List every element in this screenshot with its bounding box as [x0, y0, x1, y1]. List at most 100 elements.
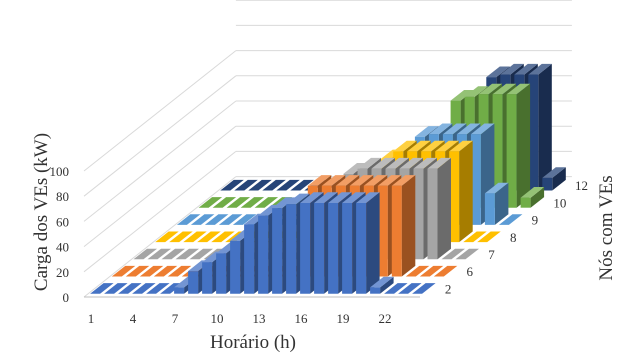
bar-top	[314, 192, 338, 203]
bar-zero-marker	[226, 197, 251, 208]
bar	[520, 187, 545, 208]
y-tick-label: 40	[56, 240, 69, 255]
bar-top	[435, 140, 459, 152]
bar-top	[449, 140, 473, 152]
bar-zero-marker	[498, 214, 523, 225]
bar-top	[450, 90, 475, 101]
bar-top	[506, 83, 531, 95]
bar-front	[356, 203, 367, 294]
bar-zero-marker	[169, 231, 193, 243]
bar-front	[286, 204, 297, 294]
bar-zero-marker	[139, 265, 164, 277]
bar-front	[542, 177, 553, 191]
gridline-side	[83, 125, 237, 247]
bar-zero-marker	[211, 231, 235, 243]
bar-zero-marker	[463, 231, 487, 243]
bar-top	[421, 140, 445, 152]
bar-zero-marker	[405, 265, 430, 277]
bar-top	[300, 192, 324, 203]
bar-top	[391, 175, 416, 186]
bar-zero-marker	[218, 214, 243, 225]
bar-front	[484, 193, 495, 225]
bar-front	[342, 203, 353, 294]
bar-zero-marker	[161, 248, 185, 260]
bar-zero-marker	[248, 179, 272, 191]
bar-zero-marker	[220, 179, 244, 191]
bar-front	[314, 203, 325, 294]
bar-zero-marker	[477, 231, 501, 243]
gridline-side	[83, 100, 237, 222]
bar-side	[459, 140, 473, 243]
bar-top	[484, 182, 509, 194]
bar-top	[542, 167, 566, 178]
bar-top	[272, 197, 296, 209]
bar-zero-marker	[190, 214, 215, 225]
gridline-side	[83, 50, 237, 172]
bar	[356, 192, 380, 294]
bar-top	[307, 175, 332, 186]
bar-top	[343, 163, 367, 174]
bar-top	[393, 140, 417, 152]
bar-top	[486, 66, 510, 78]
bar-side	[494, 182, 509, 225]
bar-zero-marker	[111, 265, 136, 277]
bar-zero-marker	[125, 265, 150, 277]
y-tick-label: 20	[56, 265, 69, 280]
bar-front	[328, 203, 339, 294]
bar-top	[414, 126, 439, 137]
bar-zero-marker	[419, 265, 444, 277]
bar-top	[356, 192, 380, 203]
bar-top	[413, 157, 437, 169]
bar-top	[363, 175, 388, 186]
bar-top	[478, 83, 503, 95]
bar-front	[188, 271, 199, 294]
bar-zero-marker	[175, 248, 199, 260]
bar-zero-marker	[118, 283, 142, 294]
bar-zero-marker	[254, 197, 279, 208]
bar-top	[377, 175, 402, 186]
bar-zero-marker	[104, 283, 128, 294]
bar-side	[401, 175, 416, 277]
bar-zero-marker	[232, 214, 257, 225]
bar-zero-marker	[290, 179, 314, 191]
bar-side	[516, 83, 531, 208]
y-tick-label: 0	[63, 290, 70, 305]
x-tick-label: 22	[379, 311, 392, 326]
bar-zero-marker	[176, 214, 201, 225]
bar-top	[464, 86, 489, 97]
bar-top	[492, 83, 517, 95]
bar	[427, 157, 451, 260]
bar-zero-marker	[398, 283, 422, 294]
gridline-side	[83, 176, 237, 298]
bar-front	[174, 287, 185, 294]
bar-zero-marker	[412, 283, 436, 294]
bar-top	[342, 192, 366, 203]
series-label: 7	[488, 247, 495, 262]
bar-front	[391, 185, 402, 277]
bar-zero-marker	[433, 265, 458, 277]
bar	[391, 175, 416, 277]
bar-front	[258, 215, 269, 294]
x-axis-label: Horário (h)	[210, 332, 296, 353]
bar-top	[349, 175, 374, 186]
bar-zero-marker	[276, 179, 300, 191]
bar-front	[528, 74, 539, 191]
gridline-side	[83, 151, 237, 273]
x-tick-label: 4	[130, 311, 137, 326]
bar-top	[357, 157, 381, 169]
bar-zero-marker	[212, 197, 237, 208]
grid	[83, 0, 572, 298]
bar-zero-marker	[133, 248, 157, 260]
bar	[449, 140, 473, 243]
bar-top	[407, 140, 431, 152]
bar-zero-marker	[146, 283, 170, 294]
bar-front	[244, 224, 255, 294]
x-tick-label: 1	[88, 311, 95, 326]
bar-top	[456, 123, 481, 135]
bar-top	[286, 193, 310, 205]
bar-zero-marker	[132, 283, 156, 294]
bar-side	[380, 276, 394, 294]
bar-zero-marker	[198, 197, 223, 208]
bar-side	[538, 63, 552, 191]
bar-front	[449, 151, 460, 243]
